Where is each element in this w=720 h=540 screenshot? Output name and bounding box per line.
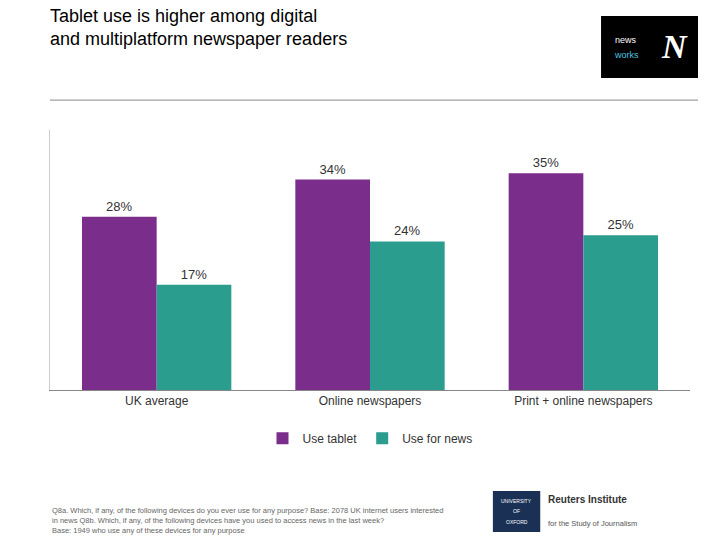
svg-text:17%: 17% bbox=[181, 267, 207, 282]
svg-text:UNIVERSITY: UNIVERSITY bbox=[501, 498, 532, 504]
svg-text:Q8a. Which, if any, of the fol: Q8a. Which, if any, of the following dev… bbox=[52, 506, 443, 535]
svg-text:works: works bbox=[614, 50, 639, 60]
svg-text:Use tablet: Use tablet bbox=[303, 432, 358, 446]
svg-text:24%: 24% bbox=[394, 223, 420, 238]
svg-text:28%: 28% bbox=[106, 199, 132, 214]
svg-text:Online newspapers: Online newspapers bbox=[319, 394, 422, 408]
svg-text:Tablet use is higher among dig: Tablet use is higher among digitaland mu… bbox=[50, 6, 347, 49]
svg-text:UK average: UK average bbox=[125, 394, 189, 408]
svg-text:news: news bbox=[615, 35, 637, 45]
svg-text:Use for news: Use for news bbox=[402, 432, 472, 446]
svg-text:Print + online newspapers: Print + online newspapers bbox=[514, 394, 652, 408]
svg-text:25%: 25% bbox=[607, 217, 633, 232]
svg-text:OXFORD: OXFORD bbox=[506, 519, 528, 525]
svg-text:OF: OF bbox=[513, 508, 520, 514]
svg-text:for the Study of Journalism: for the Study of Journalism bbox=[548, 519, 637, 528]
svg-text:Reuters Institute: Reuters Institute bbox=[548, 494, 627, 505]
svg-text:35%: 35% bbox=[533, 155, 559, 170]
svg-text:34%: 34% bbox=[319, 162, 345, 177]
svg-text:N: N bbox=[661, 28, 688, 65]
